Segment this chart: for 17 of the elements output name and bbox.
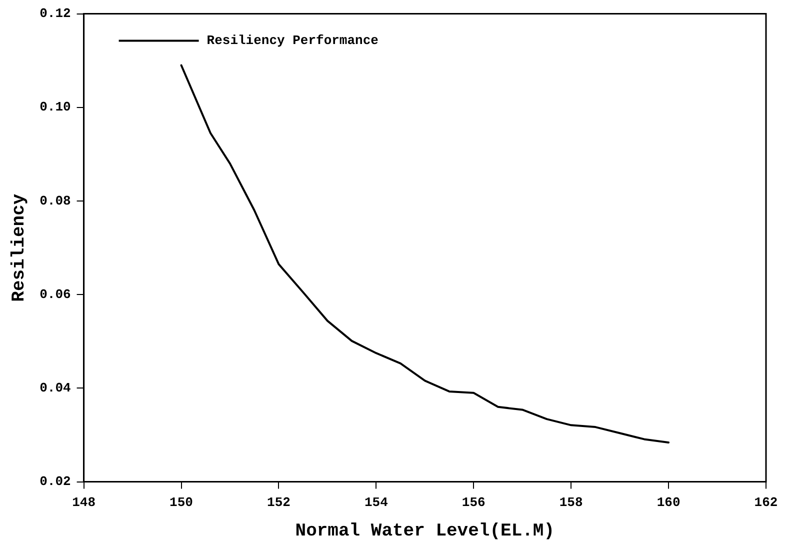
- text: Resiliency Performance: [206, 33, 379, 48]
- x-tick-label: 156: [462, 494, 486, 510]
- y-tick-label: 0.10: [40, 100, 71, 115]
- x-tick-label: 158: [559, 494, 583, 510]
- x-tick-label: 162: [754, 494, 778, 510]
- y-tick-label: 0.06: [40, 286, 71, 302]
- y-axis-title: Resiliency: [9, 194, 30, 302]
- x-tick-label: 154: [364, 494, 388, 510]
- x-axis-title: Normal Water Level(EL.M): [295, 522, 555, 542]
- x-tick-label: 148: [72, 494, 96, 510]
- y-tick-label: 0.08: [40, 193, 71, 208]
- x-tick-label: 160: [656, 494, 680, 510]
- x-tick-label: 150: [170, 494, 194, 510]
- x-tick-label: 152: [267, 494, 291, 510]
- y-tick-label: 0.04: [40, 380, 71, 396]
- y-tick-label: 0.02: [40, 474, 71, 490]
- y-tick-label: 0.12: [40, 6, 71, 22]
